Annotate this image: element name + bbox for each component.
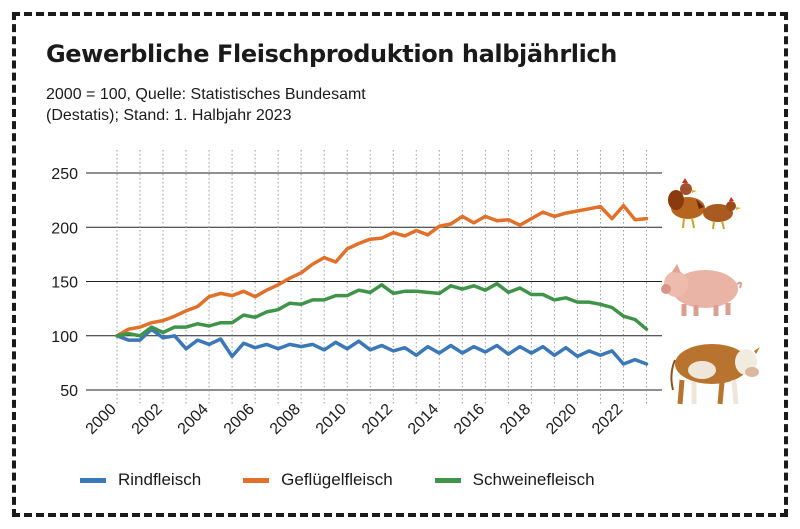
legend-swatch-gefluegelfleisch: [243, 477, 270, 483]
series-line-rindfleisch: [115, 327, 649, 366]
legend: Rindfleisch Geflügelfleisch Schweineflei…: [80, 470, 637, 490]
legend-swatch-rindfleisch: [80, 477, 106, 483]
y-tick-label: 50: [60, 383, 78, 400]
x-tick-label: 2018: [497, 401, 534, 438]
dashed-frame: [12, 12, 788, 517]
y-tick-label: 150: [51, 275, 78, 292]
series-line-schweinefleisch: [115, 281, 649, 338]
x-tick-label: 2012: [359, 401, 396, 438]
y-tick-label: 200: [51, 220, 78, 237]
subtitle-line-2: (Destatis); Stand: 1. Halbjahr 2023: [46, 107, 292, 124]
x-tick-label: 2022: [589, 401, 626, 438]
pig-icon: [661, 264, 742, 316]
x-tick-label: 2020: [543, 401, 580, 438]
grid: [86, 150, 662, 404]
cow-icon: [670, 344, 760, 405]
x-tick-label: 2008: [267, 401, 304, 438]
legend-item-rindfleisch: Rindfleisch: [80, 470, 201, 490]
legend-label-schweinefleisch: Schweinefleisch: [472, 470, 595, 489]
legend-swatch-schweinefleisch: [434, 477, 461, 483]
x-tick-label: 2002: [129, 401, 166, 438]
x-tick-label: 2006: [221, 401, 258, 438]
chart-subtitle: 2000 = 100, Quelle: Statistisches Bundes…: [46, 84, 426, 126]
subtitle-line-1: 2000 = 100, Quelle: Statistisches Bundes…: [46, 86, 366, 103]
legend-item-schweinefleisch: Schweinefleisch: [434, 470, 595, 490]
y-axis: 50 100 150 200 250: [51, 166, 78, 400]
x-tick-label: 2004: [175, 401, 212, 438]
series-line-geflügelfleisch: [115, 203, 649, 338]
legend-label-rindfleisch: Rindfleisch: [118, 470, 202, 489]
chicken-icon: [668, 178, 741, 230]
legend-item-gefluegelfleisch: Geflügelfleisch: [243, 470, 393, 490]
y-tick-label: 250: [51, 166, 78, 183]
series-lines: [115, 203, 649, 366]
chart-title: Gewerbliche Fleischproduktion halbjährli…: [46, 40, 617, 68]
x-tick-label: 2010: [313, 401, 350, 438]
x-tick-label: 2016: [451, 401, 488, 438]
y-tick-label: 100: [51, 329, 78, 346]
legend-label-gefluegelfleisch: Geflügelfleisch: [281, 470, 393, 489]
animal-illustrations: [661, 178, 760, 405]
x-tick-label: 2000: [83, 401, 120, 438]
x-axis: 2000 2002 2004 2006 2008 2010 2012 2014 2016 2018…: [83, 401, 627, 438]
x-tick-label: 2014: [405, 401, 442, 438]
